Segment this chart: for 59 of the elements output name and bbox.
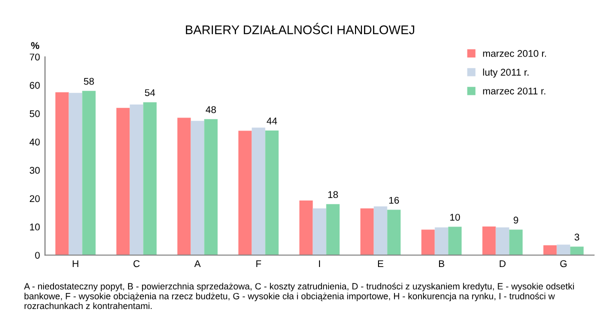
bar	[496, 227, 510, 256]
y-tick-label: 50	[30, 110, 40, 118]
y-tick-label: 40	[30, 138, 40, 146]
chart-title: BARIERY DZIAŁALNOŚCI HANDLOWEJ	[186, 22, 414, 34]
x-tick-label: A	[194, 260, 201, 268]
y-tick-label: 0	[35, 252, 40, 259]
bar	[143, 102, 157, 256]
y-axis-title: %	[31, 42, 40, 49]
bar	[177, 118, 191, 256]
bar	[190, 120, 204, 256]
bar	[82, 90, 96, 256]
bar	[482, 226, 496, 256]
y-tick-label: 10	[30, 224, 40, 230]
y-tick-label: 60	[30, 82, 40, 89]
bar	[238, 130, 252, 256]
bar	[374, 206, 388, 256]
bar	[312, 208, 326, 256]
data-label: 58	[84, 78, 94, 85]
data-label: 44	[266, 118, 278, 124]
bar	[543, 245, 557, 256]
y-tick-label: 30	[30, 166, 40, 174]
bar	[204, 119, 218, 256]
bar	[509, 230, 523, 256]
data-label: 10	[450, 214, 460, 221]
x-tick-label: I	[319, 260, 320, 268]
x-tick-label: F	[256, 260, 262, 268]
bar	[55, 92, 69, 256]
data-label: 48	[206, 106, 216, 114]
bar	[326, 204, 340, 256]
x-tick-label: H	[72, 260, 78, 268]
bar	[68, 92, 82, 256]
data-label: 9	[514, 216, 518, 224]
bar	[299, 200, 313, 256]
bar	[130, 104, 144, 256]
legend-label: marzec 2011 r.	[483, 88, 546, 94]
text: A - niedostateczny popyt, B - powierzchnia sprzedażowa, C - koszty zatrudnienia, D - trudności z uzyskaniem kredytu, E - wysokie odsetki bankowe, F - wysokie obciążenia na rzecz budżetu, G - wysokie cła i obciążenia importowe, H - konkurencja na rynku, I - trudności w rozrachunkach z kontrahentami.	[24, 282, 574, 310]
x-tick-label: C	[133, 260, 140, 268]
bar	[360, 208, 374, 256]
data-label: 3	[574, 234, 580, 241]
data-label: 18	[328, 191, 338, 198]
bar	[434, 227, 448, 256]
bar	[265, 130, 279, 256]
legend-label: marzec 2010 r.	[483, 50, 546, 57]
bar	[116, 108, 130, 256]
x-tick-label: G	[560, 260, 567, 268]
bar	[556, 244, 570, 256]
y-tick-label: 20	[30, 195, 40, 202]
bar	[570, 246, 584, 256]
data-label: 54	[144, 89, 156, 96]
legend-label: luty 2011 r.	[483, 68, 528, 78]
data-label: 16	[389, 196, 399, 204]
y-tick-label: 70	[30, 54, 40, 60]
bar	[448, 226, 462, 256]
bar	[252, 128, 266, 256]
x-tick-label: D	[500, 260, 506, 268]
bar	[387, 210, 401, 256]
x-tick-label: B	[439, 260, 444, 268]
x-tick-label: E	[378, 260, 384, 268]
bar	[421, 230, 435, 256]
